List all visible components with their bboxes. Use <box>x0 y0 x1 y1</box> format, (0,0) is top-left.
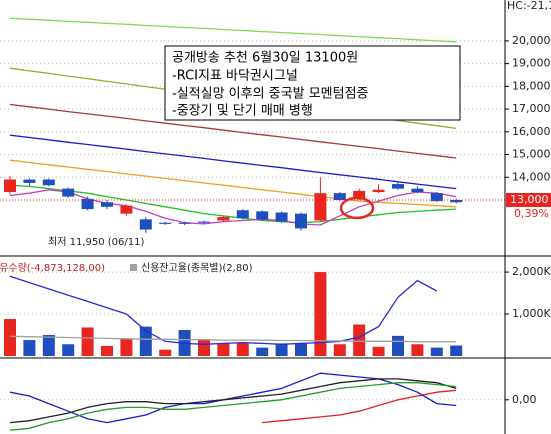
y-tick-label: 16,000 <box>512 125 551 138</box>
candle-body <box>198 221 210 223</box>
candle-body <box>275 212 288 222</box>
candle-body <box>314 193 327 221</box>
y-tick-label: 2,000K <box>512 265 551 278</box>
candle-body <box>430 193 443 202</box>
candle-body <box>178 222 191 224</box>
candle-body <box>101 202 113 207</box>
header: HC:-21,1 <box>507 0 551 12</box>
candle-body <box>139 219 152 230</box>
series-line <box>9 275 438 345</box>
candle-body <box>42 179 55 186</box>
candle-body <box>23 179 36 183</box>
series-line <box>9 103 457 159</box>
annotation: -실적실망 이후의 중국발 모멘텀점증 <box>172 87 369 102</box>
y-tick-label: 1,000K <box>512 307 551 320</box>
bar <box>314 272 327 356</box>
low-note: 최저 11,950 (06/11) <box>48 236 144 248</box>
candle-body <box>411 188 424 193</box>
candle-body <box>353 190 366 199</box>
series-line <box>9 382 457 431</box>
candle-body <box>120 205 133 214</box>
bar <box>23 340 36 356</box>
candle-body <box>217 217 230 221</box>
bar <box>81 327 94 356</box>
candle-body <box>333 193 346 200</box>
candle-body <box>62 188 75 197</box>
bar <box>411 344 424 356</box>
bar <box>4 319 16 356</box>
series-line <box>9 184 457 224</box>
annotation: -중장기 및 단기 매매 병행 <box>172 103 313 119</box>
annotation-box <box>164 45 461 121</box>
bar <box>62 344 75 356</box>
series-line <box>262 389 457 424</box>
bar <box>392 335 404 356</box>
bar <box>159 349 172 356</box>
candle-body <box>236 210 249 219</box>
series-line <box>9 159 457 208</box>
current-price-label: 13,000 <box>510 193 549 206</box>
annotation: 공개방송 추천 6월30일 13100원 <box>172 51 358 66</box>
series-line <box>9 335 457 343</box>
current-price-tag <box>506 193 551 207</box>
legend-label: 신용잔고율(종목별)(2,80) <box>141 262 253 274</box>
bar <box>198 340 210 356</box>
candle-body <box>81 198 94 210</box>
series-line <box>9 372 457 424</box>
bar <box>275 343 288 356</box>
candle-body <box>450 200 463 203</box>
bar <box>256 347 269 356</box>
y-tick-label: 14,000 <box>512 170 551 183</box>
y-tick-label: 18,000 <box>512 79 551 92</box>
legend-label: 보유수량(-4,873,128,00) <box>0 262 105 274</box>
bar <box>42 335 55 356</box>
candle-body <box>392 184 404 189</box>
candle-body <box>256 211 269 220</box>
y-tick-label: 20,000 <box>512 34 551 47</box>
series-line <box>9 134 457 190</box>
change-label: 0,39% <box>514 207 549 220</box>
candle-body <box>159 222 172 224</box>
highlight-circle <box>339 196 375 220</box>
candle-body <box>372 189 385 193</box>
annotation: -RCI지표 바닥권시그널 <box>172 69 298 84</box>
bar <box>450 345 463 356</box>
bar <box>295 343 307 356</box>
candle-body <box>295 213 307 229</box>
candle-body <box>4 179 16 193</box>
y-tick-label: 15,000 <box>512 148 551 161</box>
bar <box>372 346 385 356</box>
y-tick-label: 17,000 <box>512 102 551 115</box>
bar <box>353 324 366 356</box>
bar <box>120 338 133 356</box>
bar <box>236 342 249 356</box>
bar <box>333 344 346 356</box>
legend-swatch <box>130 264 137 271</box>
series-line <box>9 17 457 43</box>
bar <box>217 343 230 356</box>
y-tick-label: 19,000 <box>512 57 551 70</box>
series-line <box>9 378 457 424</box>
bar <box>101 345 113 356</box>
y-tick-label: 0,00 <box>512 393 537 406</box>
bar <box>139 326 152 356</box>
bar <box>430 347 443 356</box>
